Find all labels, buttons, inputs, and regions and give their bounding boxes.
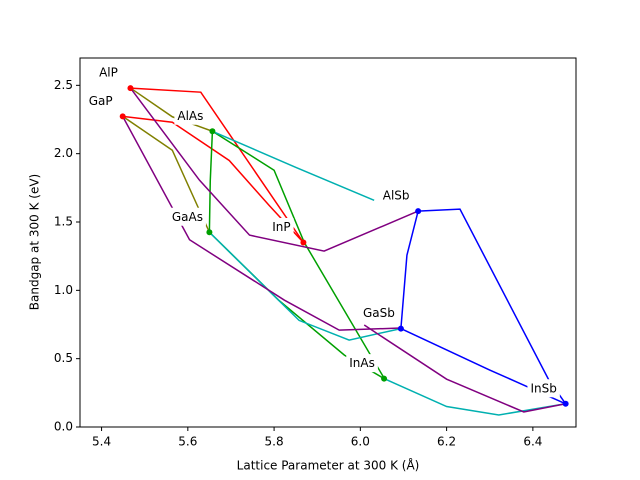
curve — [130, 87, 305, 243]
curve — [212, 130, 375, 201]
curve — [122, 115, 211, 233]
x-tick-label: 5.8 — [265, 435, 284, 449]
curve — [129, 87, 419, 252]
point — [562, 400, 569, 407]
y-tick-label: 1.0 — [54, 283, 73, 297]
x-axis-label: Lattice Parameter at 300 K (Å) — [237, 458, 420, 473]
compound-label: GaAs — [172, 210, 203, 224]
curve — [208, 131, 214, 233]
compound-label: InSb — [530, 381, 556, 395]
x-tick-label: 6.0 — [351, 435, 370, 449]
y-axis-label: Bandgap at 300 K (eV) — [28, 174, 42, 310]
curve — [363, 324, 566, 413]
point — [119, 113, 126, 120]
label-background — [346, 354, 378, 373]
compound-label: InP — [272, 220, 290, 234]
curve — [212, 130, 385, 379]
point — [397, 325, 404, 332]
label-background — [379, 186, 413, 205]
point — [381, 375, 388, 382]
y-tick-label: 1.5 — [54, 215, 73, 229]
point — [209, 128, 216, 135]
label-background — [85, 91, 116, 110]
compound-label: AlP — [99, 66, 118, 80]
curve — [122, 115, 304, 244]
point — [206, 229, 213, 236]
y-tick-label: 2.5 — [54, 78, 73, 92]
point — [127, 85, 134, 92]
point — [300, 239, 307, 246]
label-background — [359, 304, 398, 323]
x-tick-label: 6.4 — [523, 435, 542, 449]
compound-label: AlAs — [177, 109, 203, 123]
curve — [383, 377, 566, 416]
x-tick-label: 5.6 — [178, 435, 197, 449]
compound-label: GaP — [89, 94, 113, 108]
label-background — [527, 379, 560, 398]
x-tick-label: 5.4 — [92, 435, 111, 449]
curve — [130, 87, 213, 132]
compound-label: InAs — [349, 356, 375, 370]
compound-label: GaSb — [363, 306, 395, 320]
x-tick-label: 6.2 — [437, 435, 456, 449]
label-background — [168, 207, 206, 226]
y-tick-label: 0.5 — [54, 351, 73, 365]
curve — [122, 115, 401, 331]
plot-frame — [79, 57, 577, 428]
label-background — [174, 106, 207, 125]
label-background — [269, 218, 294, 236]
y-tick-label: 0.0 — [54, 420, 73, 434]
point — [415, 208, 422, 215]
curve — [208, 231, 402, 341]
curve — [400, 210, 419, 329]
label-background — [96, 63, 121, 82]
compound-label: AlSb — [383, 189, 410, 203]
y-tick-label: 2.0 — [54, 146, 73, 160]
